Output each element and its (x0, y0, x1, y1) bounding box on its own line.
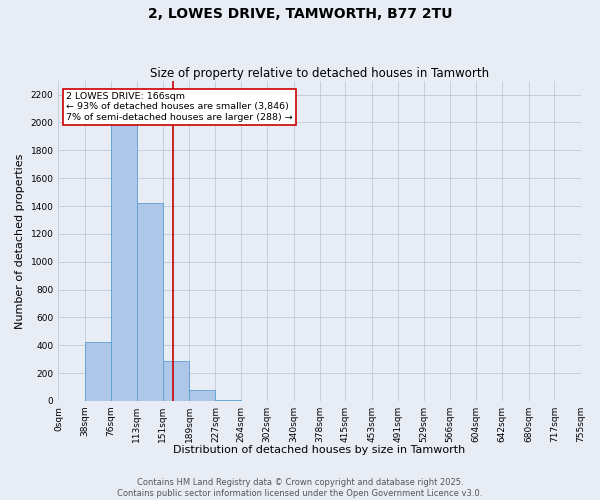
Bar (189, 390, 215, 401)
Text: 2 LOWES DRIVE: 166sqm
← 93% of detached houses are smaller (3,846)
7% of semi-de: 2 LOWES DRIVE: 166sqm ← 93% of detached … (66, 92, 293, 122)
Y-axis label: Number of detached properties: Number of detached properties (15, 153, 25, 328)
Text: 2, LOWES DRIVE, TAMWORTH, B77 2TU: 2, LOWES DRIVE, TAMWORTH, B77 2TU (148, 8, 452, 22)
Title: Size of property relative to detached houses in Tamworth: Size of property relative to detached ho… (150, 66, 489, 80)
Text: Contains HM Land Registry data © Crown copyright and database right 2025.
Contai: Contains HM Land Registry data © Crown c… (118, 478, 482, 498)
Bar (163, 360, 189, 401)
Bar (137, 203, 163, 401)
Bar (215, 400, 241, 401)
Bar (85, 342, 111, 401)
X-axis label: Distribution of detached houses by size in Tamworth: Distribution of detached houses by size … (173, 445, 466, 455)
Bar (111, 116, 137, 401)
